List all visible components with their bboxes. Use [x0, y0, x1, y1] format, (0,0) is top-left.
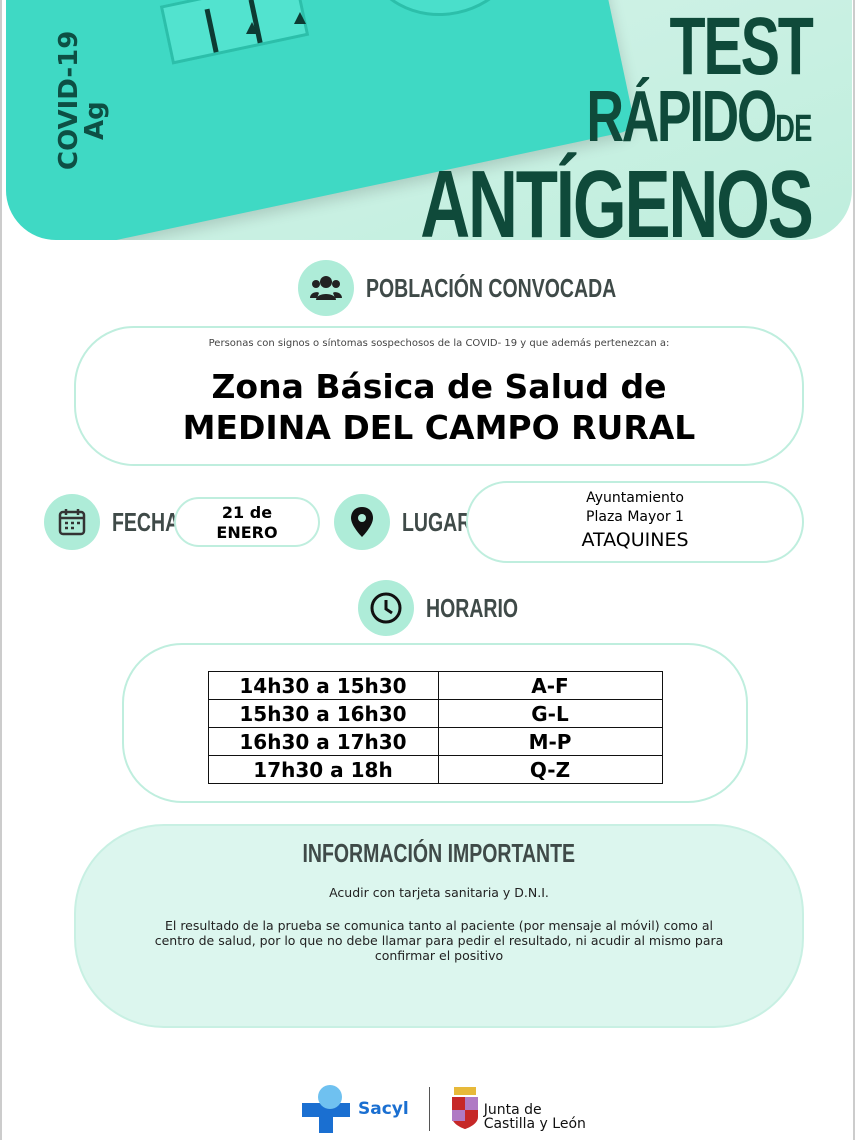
- clock-icon: [358, 580, 414, 636]
- strip-label: COVID-19 Ag: [54, 30, 110, 170]
- users-icon: [298, 260, 354, 316]
- header-banner: COVID-19 Ag TEST RÁPIDODE ANTÍGENOS: [6, 0, 852, 240]
- info-heading: INFORMACIÓN IMPORTANTE: [302, 838, 576, 868]
- schedule-table: 14h30 a 15h30 A-F 15h30 a 16h30 G-L 16h30 a …: [207, 671, 663, 784]
- horario-box: 14h30 a 15h30 A-F 15h30 a 16h30 G-L 16h30 a …: [122, 643, 748, 803]
- time-cell: 17h30 a 18h: [207, 755, 439, 784]
- calendar-icon: [44, 494, 100, 550]
- letters-cell: Q-Z: [437, 755, 663, 784]
- lugar-value: Ayuntamiento Plaza Mayor 1 ATAQUINES: [466, 481, 804, 563]
- time-cell: 16h30 a 17h30: [207, 727, 439, 756]
- lugar-label: LUGAR: [334, 494, 494, 550]
- table-row: 15h30 a 16h30 G-L: [207, 699, 663, 728]
- info-line1: Acudir con tarjeta sanitaria y D.N.I.: [329, 885, 549, 900]
- time-cell: 14h30 a 15h30: [207, 671, 439, 700]
- letters-cell: G-L: [437, 699, 663, 728]
- time-cell: 15h30 a 16h30: [207, 699, 439, 728]
- footer-logos: Sacyl Junta de Castilla y León: [302, 1085, 586, 1133]
- fecha-label: FECHA: [44, 494, 202, 550]
- table-row: 14h30 a 15h30 A-F: [207, 671, 663, 700]
- info-box: INFORMACIÓN IMPORTANTE Acudir con tarjet…: [74, 824, 804, 1028]
- poblacion-box: Personas con signos o síntomas sospechos…: [74, 326, 804, 466]
- location-pin-icon: [334, 494, 390, 550]
- horario-heading: HORARIO: [358, 580, 549, 636]
- poblacion-heading: POBLACIÓN CONVOCADA: [298, 260, 700, 316]
- sacyl-logo: Sacyl: [302, 1085, 409, 1133]
- page-title: TEST RÁPIDODE ANTÍGENOS: [420, 1, 815, 241]
- table-row: 16h30 a 17h30 M-P: [207, 727, 663, 756]
- junta-logo: Junta de Castilla y León: [450, 1087, 586, 1131]
- info-line2: El resultado de la prueba se comunica ta…: [154, 918, 724, 963]
- zone-line2: MEDINA DEL CAMPO RURAL: [182, 408, 696, 447]
- poblacion-intro: Personas con signos o síntomas sospechos…: [208, 338, 670, 349]
- letters-cell: A-F: [437, 671, 663, 700]
- table-row: 17h30 a 18h Q-Z: [207, 755, 663, 784]
- fecha-value: 21 de ENERO: [174, 497, 320, 547]
- letters-cell: M-P: [437, 727, 663, 756]
- zone-line1: Zona Básica de Salud de: [211, 367, 667, 406]
